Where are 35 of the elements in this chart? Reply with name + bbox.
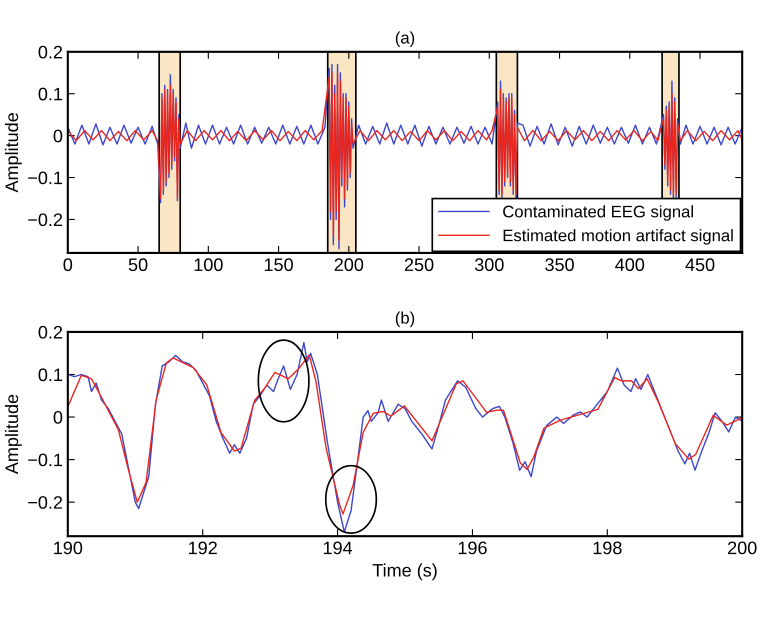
x-tick-label: 250 [404, 258, 434, 272]
x-tick-label: 400 [615, 258, 644, 272]
legend-label: Contaminated EEG signal [503, 205, 693, 221]
y-tick-label: −0.1 [28, 454, 62, 466]
x-tick-label: 194 [324, 542, 352, 554]
x-tick-label: 190 [54, 542, 82, 554]
y-tick-label: 0.1 [38, 368, 62, 382]
y-tick-label: 0.1 [38, 88, 62, 100]
chart-title: (b) [396, 312, 414, 328]
chart-title: (a) [396, 31, 414, 47]
y-axis-title: Amplitude [4, 394, 22, 474]
x-tick-label: 198 [594, 542, 622, 554]
y-axis-title: Amplitude [4, 113, 22, 193]
x-tick-label: 192 [189, 542, 217, 554]
x-axis-title: Time (s) [372, 563, 437, 580]
y-tick-label: 0.2 [38, 326, 62, 339]
y-tick-label: 0 [54, 130, 62, 142]
line-series [68, 342, 742, 533]
y-tick-label: 0.2 [38, 46, 62, 59]
x-tick-label: 200 [728, 542, 757, 554]
x-tick-label: 450 [685, 258, 714, 272]
x-tick-label: 350 [545, 258, 574, 272]
x-tick-label: 196 [458, 542, 487, 554]
y-tick-label: 0 [54, 410, 62, 424]
x-tick-label: 50 [128, 258, 148, 272]
x-tick-label: 0 [64, 258, 72, 272]
x-tick-label: 300 [474, 258, 504, 272]
y-tick-label: −0.1 [28, 171, 62, 184]
y-tick-label: −0.2 [28, 213, 62, 226]
legend-label: Estimated motion artifact signal [504, 229, 733, 245]
x-tick-label: 100 [194, 258, 223, 272]
y-tick-label: −0.2 [28, 496, 62, 509]
x-tick-label: 200 [334, 258, 364, 272]
x-tick-label: 150 [264, 258, 293, 272]
line-series [68, 354, 742, 515]
